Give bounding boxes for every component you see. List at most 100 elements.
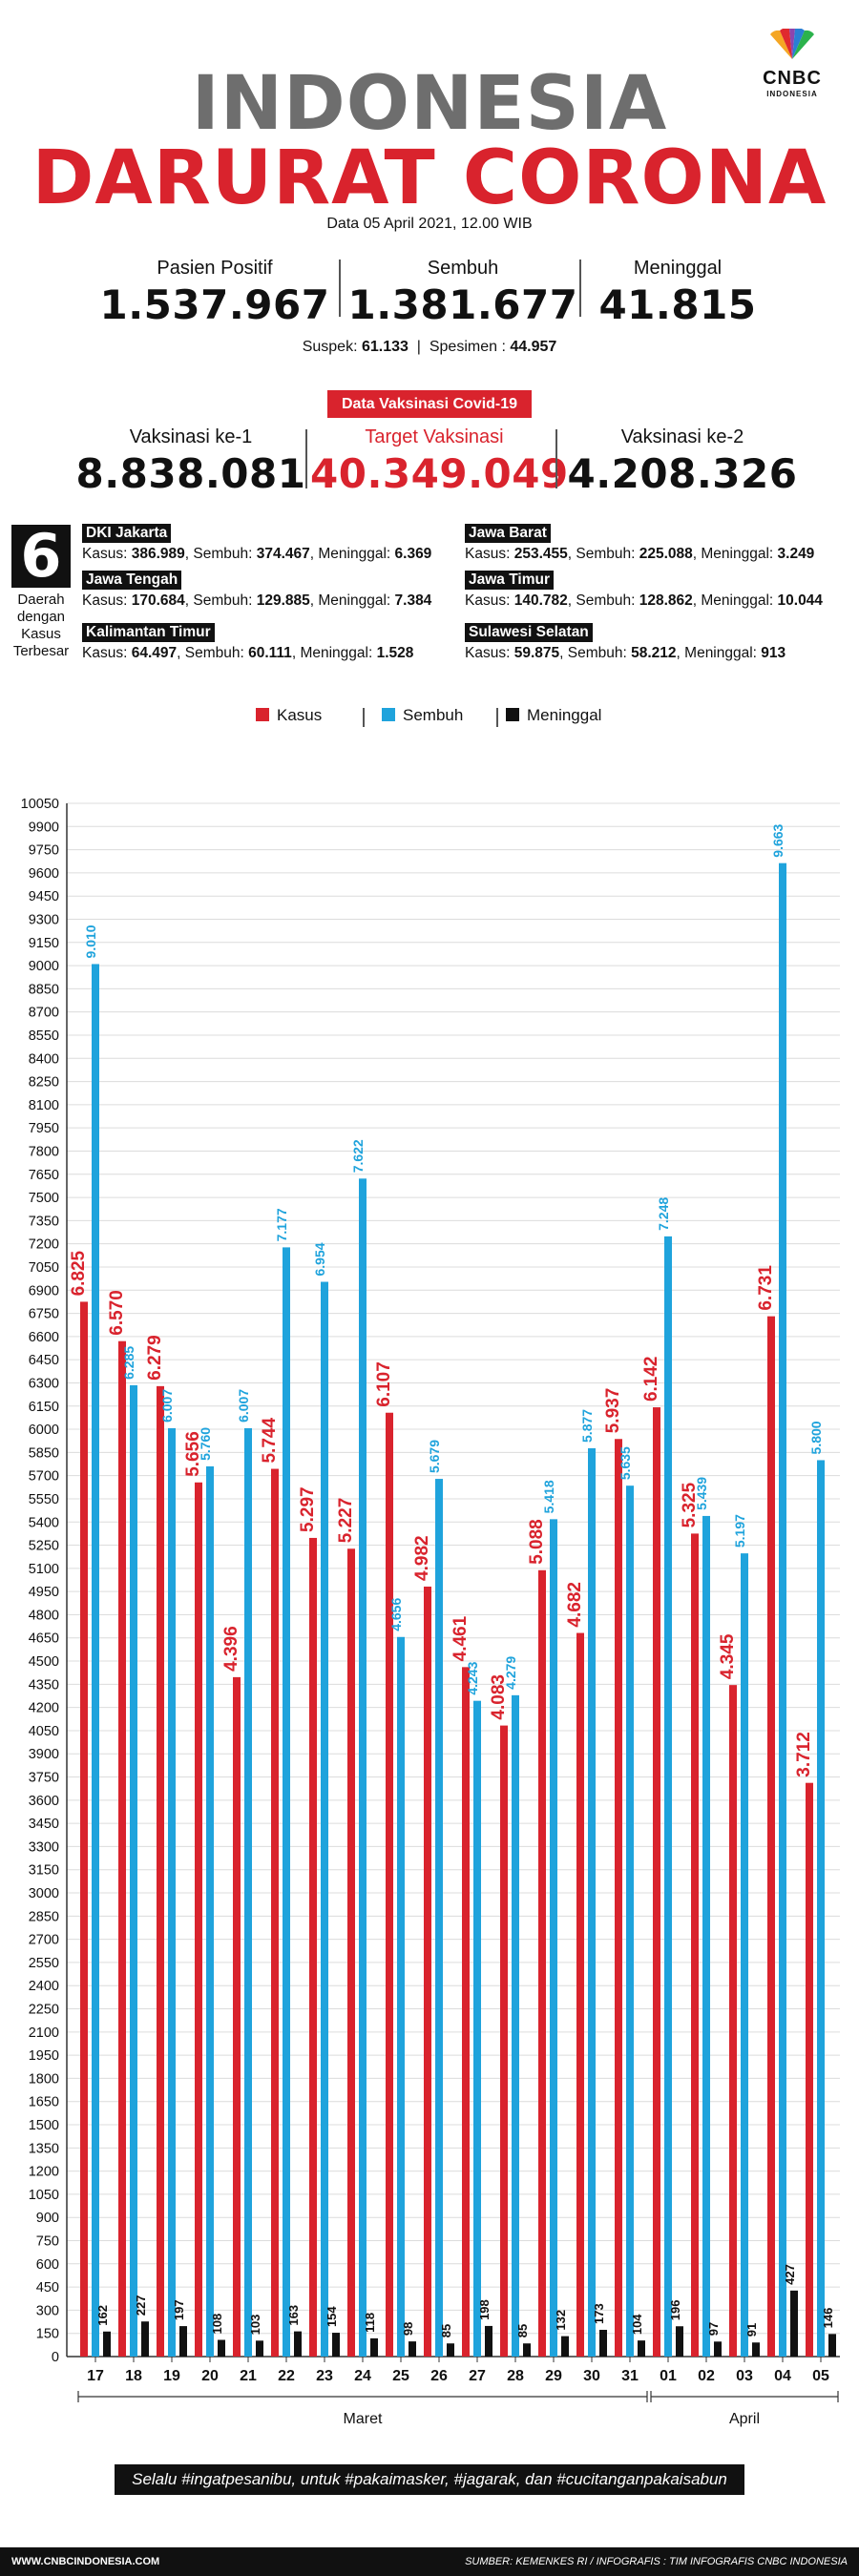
spesimen-value: 44.957 [510, 339, 557, 355]
bar-sembuh [473, 1700, 481, 2357]
y-tick-label: 3150 [29, 1863, 59, 1879]
y-tick-label: 8700 [29, 1006, 59, 1021]
meninggal-value: 913 [761, 645, 786, 661]
sembuh-value: 129.885 [256, 592, 310, 609]
meninggal-label: Meninggal: [701, 592, 774, 609]
bar-kasus [195, 1482, 202, 2357]
site-url: WWW.CNBCINDONESIA.COM [11, 2556, 160, 2567]
x-tick-label: 30 [583, 2368, 600, 2384]
peacock-icon [770, 28, 814, 60]
sembuh-value: 58.212 [631, 645, 677, 661]
data-label-meninggal: 197 [172, 2299, 186, 2320]
bar-meninggal [561, 2336, 569, 2357]
y-tick-label: 750 [36, 2234, 59, 2250]
kasus-value: 170.684 [131, 592, 185, 609]
y-tick-label: 9900 [29, 820, 59, 835]
meninggal-value: 10.044 [777, 592, 823, 609]
kasus-label: Kasus: [465, 645, 511, 661]
data-label-sembuh: 9.663 [770, 823, 786, 857]
vax-2: Vaksinasi ke-2 4.208.326 [558, 426, 807, 497]
bar-sembuh [321, 1281, 328, 2357]
region-name: Kalimantan Timur [82, 623, 215, 642]
vax-label: Vaksinasi ke-2 [620, 426, 744, 447]
bar-meninggal [218, 2339, 225, 2357]
y-tick-label: 8100 [29, 1098, 59, 1113]
stat-meninggal: Meninggal 41.815 [582, 258, 773, 328]
legend-label: Kasus [277, 706, 323, 724]
y-tick-label: 5400 [29, 1515, 59, 1530]
bar-kasus [462, 1667, 470, 2357]
bar-meninggal [676, 2326, 683, 2357]
y-tick-label: 1950 [29, 2048, 59, 2064]
y-tick-label: 6600 [29, 1330, 59, 1345]
y-tick-label: 9450 [29, 889, 59, 904]
y-tick-label: 9000 [29, 959, 59, 974]
data-label-sembuh: 6.007 [159, 1389, 175, 1423]
legend-kasus: Kasus [256, 706, 322, 725]
data-label-meninggal: 97 [706, 2322, 721, 2336]
vax-label: Vaksinasi ke-1 [129, 426, 253, 447]
data-label-kasus: 6.825 [69, 1250, 89, 1296]
meninggal-value: 7.384 [394, 592, 432, 609]
y-tick-label: 5250 [29, 1539, 59, 1554]
data-label-kasus: 5.297 [298, 1486, 318, 1532]
bar-meninggal [332, 2333, 340, 2357]
bar-meninggal [523, 2343, 531, 2357]
kasus-value: 140.782 [513, 592, 568, 609]
meninggal-label: Meninggal: [684, 645, 757, 661]
bar-sembuh [435, 1479, 443, 2357]
source-credit: SUMBER: KEMENKES RI / INFOGRAFIS : TIM I… [465, 2556, 848, 2567]
x-tick-label: 03 [736, 2368, 753, 2384]
data-label-kasus: 5.744 [260, 1418, 280, 1464]
spesimen-label: Spesimen : [429, 339, 506, 355]
bar-kasus [424, 1586, 431, 2357]
y-tick-label: 6150 [29, 1400, 59, 1415]
legend-sembuh: Sembuh [382, 706, 463, 725]
data-label-kasus: 5.088 [527, 1519, 547, 1565]
x-tick-label: 05 [812, 2368, 829, 2384]
y-tick-label: 8550 [29, 1028, 59, 1044]
y-tick-label: 3450 [29, 1817, 59, 1832]
y-tick-label: 4650 [29, 1631, 59, 1647]
legend-swatch [506, 708, 519, 721]
y-tick-label: 10050 [21, 797, 59, 812]
y-tick-label: 2700 [29, 1933, 59, 1948]
bar-meninggal [485, 2325, 492, 2357]
bar-sembuh [206, 1465, 214, 2357]
data-label-sembuh: 7.622 [350, 1139, 366, 1173]
bar-sembuh [741, 1553, 748, 2357]
y-tick-label: 9150 [29, 936, 59, 951]
bar-kasus [806, 1782, 813, 2357]
vaccine-badge: Data Vaksinasi Covid-19 [327, 390, 532, 418]
title-line1: INDONESIA [191, 61, 668, 147]
x-tick-label: 25 [392, 2368, 409, 2384]
kasus-value: 386.989 [131, 546, 185, 562]
y-tick-label: 5700 [29, 1469, 59, 1485]
y-tick-label: 1050 [29, 2188, 59, 2203]
x-tick-label: 21 [240, 2368, 257, 2384]
y-tick-label: 1500 [29, 2118, 59, 2133]
bar-kasus [118, 1340, 126, 2357]
bar-sembuh [779, 862, 786, 2357]
data-label-meninggal: 154 [325, 2306, 339, 2327]
data-label-kasus: 5.325 [680, 1482, 700, 1527]
x-tick-label: 28 [507, 2368, 524, 2384]
data-label-meninggal: 146 [821, 2308, 835, 2329]
data-label-meninggal: 198 [477, 2299, 492, 2320]
x-tick-label: 27 [469, 2368, 486, 2384]
data-label-kasus: 6.279 [145, 1335, 165, 1381]
y-tick-label: 9600 [29, 866, 59, 882]
sembuh-label: Sembuh: [567, 645, 627, 661]
y-tick-label: 0 [52, 2350, 59, 2365]
kasus-label: Kasus: [82, 546, 128, 562]
data-label-meninggal: 227 [134, 2296, 148, 2316]
group-label: April [729, 2411, 760, 2427]
y-tick-label: 2100 [29, 2025, 59, 2041]
x-tick-label: 31 [621, 2368, 639, 2384]
y-tick-label: 7650 [29, 1168, 59, 1183]
region-name: Jawa Tengah [82, 571, 182, 590]
suspek-line: Suspek: 61.133 | Spesimen : 44.957 [0, 339, 859, 356]
bar-meninggal [447, 2343, 454, 2357]
data-label-sembuh: 5.679 [427, 1440, 442, 1473]
y-tick-label: 3600 [29, 1794, 59, 1809]
